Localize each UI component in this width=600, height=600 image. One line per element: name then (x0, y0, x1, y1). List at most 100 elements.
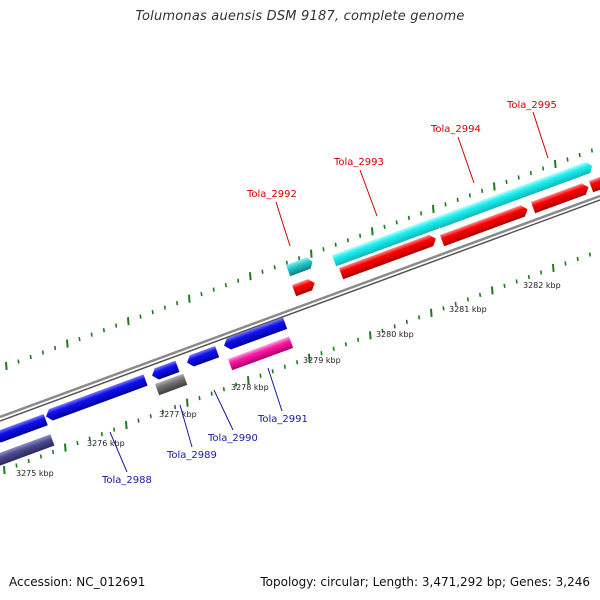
gene-tola-2991-magenta[interactable] (228, 336, 294, 371)
gene-tola-2988-blue[interactable] (44, 374, 148, 422)
inner-tick (588, 252, 591, 257)
gene-tola-2995-red[interactable] (531, 182, 591, 214)
inner-tick (198, 396, 201, 401)
inner-tick (247, 376, 250, 385)
outer-tick (371, 227, 374, 236)
outer-tick (78, 336, 81, 342)
outer-tick (127, 317, 130, 326)
inner-tick (540, 270, 543, 275)
outer-tick (578, 152, 581, 158)
scale-label-3278: 3278 kbp (231, 383, 269, 392)
inner-tick (430, 308, 433, 317)
outer-tick (139, 314, 142, 319)
inner-tick (454, 301, 457, 307)
outer-tick (66, 339, 69, 348)
inner-tick (308, 353, 311, 362)
outer-tick (505, 179, 508, 185)
inner-tick (161, 409, 164, 414)
label-tola-2995: Tola_2995 (506, 100, 557, 111)
outer-tick (432, 204, 435, 213)
backbone-line-inner (0, 199, 600, 422)
inner-tick (344, 342, 347, 347)
inner-tick (39, 454, 42, 459)
gene-tola-2993-cyan[interactable] (332, 216, 443, 267)
gene-tola-2992-teal[interactable] (286, 256, 315, 277)
inner-tick (222, 387, 225, 392)
outer-tick (456, 197, 459, 203)
scale-label-3282: 3282 kbp (523, 281, 561, 290)
gene-tola-2990-blue[interactable] (185, 345, 220, 368)
outer-tick (359, 233, 362, 238)
accession-text: Accession: NC_012691 (9, 575, 146, 589)
outer-tick (590, 148, 593, 153)
outer-tick (554, 159, 557, 169)
outer-tick (420, 211, 423, 216)
outer-tick (298, 256, 301, 261)
gene-tola-2992-red[interactable] (292, 277, 317, 297)
outer-tick (176, 301, 179, 306)
bottom-leader-lines (109, 367, 283, 473)
outer-tick-row (5, 148, 593, 371)
inner-tick (393, 324, 396, 329)
gene-tola-2994-cyan[interactable] (436, 160, 594, 229)
outer-tick (310, 249, 313, 258)
scale-label-3276: 3276 kbp (87, 439, 125, 448)
gene-tola-2989-gray[interactable] (155, 373, 188, 396)
outer-tick (383, 224, 386, 229)
gene-tola-2993-red[interactable] (339, 233, 438, 280)
outer-tick (17, 359, 20, 364)
label-tola-2994: Tola_2994 (430, 124, 481, 135)
inner-tick (76, 440, 79, 446)
outer-tick (29, 354, 32, 360)
inner-tick (113, 427, 116, 432)
outer-tick (517, 175, 520, 180)
label-tola-2992: Tola_2992 (246, 189, 297, 200)
outer-tick (334, 242, 337, 247)
gene-tola-2991-blue[interactable] (222, 317, 288, 352)
genome-summary-text: Topology: circular; Length: 3,471,292 bp… (260, 575, 590, 589)
inner-tick (3, 465, 6, 475)
outer-tick (224, 283, 227, 288)
outer-tick (249, 272, 252, 281)
outer-tick (188, 294, 191, 303)
inner-tick (381, 328, 384, 333)
outer-tick (200, 292, 203, 297)
gene-tola-2987-slate[interactable] (0, 434, 55, 467)
inner-tick (15, 463, 18, 468)
inner-tick (125, 421, 128, 430)
inner-tick (357, 337, 360, 342)
inner-tick (271, 369, 274, 374)
inner-tick (137, 418, 140, 423)
outer-tick (481, 188, 484, 194)
scale-label-3277: 3277 kbp (159, 410, 197, 419)
outer-tick (346, 238, 349, 243)
outer-tick (493, 182, 496, 191)
inner-tick (491, 286, 494, 295)
inner-tick (332, 346, 335, 351)
inner-tick (479, 292, 482, 298)
outer-tick (41, 350, 44, 355)
inner-tick (296, 360, 299, 365)
outer-tick (5, 361, 8, 371)
outer-tick (115, 323, 118, 328)
backbone-line (0, 194, 600, 419)
scale-label-3280: 3280 kbp (376, 330, 414, 339)
outer-tick (273, 265, 276, 270)
scale-label-3279: 3279 kbp (303, 356, 341, 365)
gene-tola-2989-blue[interactable] (150, 360, 180, 382)
outer-tick (54, 345, 57, 351)
outer-tick (237, 278, 240, 283)
top-leader-lines (275, 111, 549, 247)
inner-tick (552, 263, 555, 273)
outer-tick (102, 327, 105, 333)
gene-tola-2994-red[interactable] (440, 204, 530, 247)
gene-red-edge[interactable] (589, 174, 600, 193)
map-title: Tolumonas auensis DSM 9187, complete gen… (135, 9, 465, 24)
inner-tick (418, 315, 421, 320)
gene-tola-2987-blue[interactable] (0, 414, 48, 444)
inner-tick (503, 283, 506, 289)
outer-tick (212, 287, 215, 292)
outer-tick (529, 170, 532, 176)
outer-tick (322, 247, 325, 252)
